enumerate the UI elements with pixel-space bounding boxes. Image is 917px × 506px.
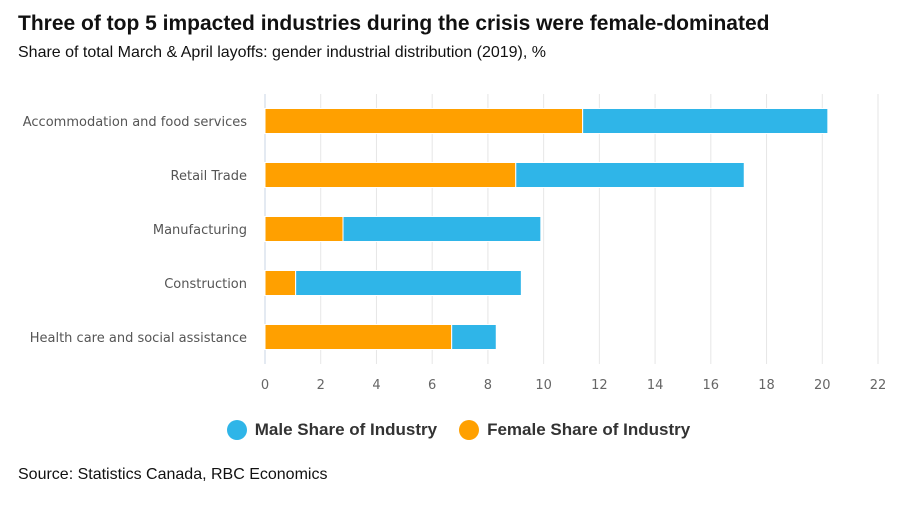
x-tick-label: 18 <box>758 378 775 393</box>
category-label: Manufacturing <box>153 223 247 238</box>
chart-title: Three of top 5 impacted industries durin… <box>18 12 770 35</box>
x-tick-label: 14 <box>647 378 664 393</box>
bar-male-2[interactable] <box>342 216 542 242</box>
legend-label-female: Female Share of Industry <box>487 420 691 439</box>
category-label: Construction <box>164 277 247 292</box>
bar-female-2[interactable] <box>264 216 344 242</box>
x-tick-label: 16 <box>703 378 720 393</box>
x-tick-label: 20 <box>814 378 831 393</box>
bar-male-3[interactable] <box>295 270 522 296</box>
legend-swatch-male <box>226 420 247 440</box>
legend: Male Share of Industry Female Share of I… <box>0 420 917 440</box>
bar-female-0[interactable] <box>264 108 584 134</box>
legend-item-female[interactable]: Female Share of Industry <box>459 420 690 440</box>
x-tick-label: 0 <box>261 378 269 393</box>
category-label: Retail Trade <box>171 169 247 184</box>
x-tick-label: 6 <box>428 378 436 393</box>
chart-subtitle: Share of total March & April layoffs: ge… <box>18 44 546 61</box>
x-tick-label: 22 <box>870 378 887 393</box>
x-tick-label: 2 <box>317 378 325 393</box>
x-tick-label: 10 <box>535 378 552 393</box>
category-label: Health care and social assistance <box>30 331 247 346</box>
legend-label-male: Male Share of Industry <box>254 420 438 439</box>
x-tick-label: 12 <box>591 378 608 393</box>
bar-female-1[interactable] <box>264 162 517 188</box>
legend-swatch-female <box>459 420 480 440</box>
source-note: Source: Statistics Canada, RBC Economics <box>18 466 328 483</box>
bar-male-1[interactable] <box>515 162 745 188</box>
legend-item-male[interactable]: Male Share of Industry <box>226 420 438 440</box>
category-label: Accommodation and food services <box>23 115 247 130</box>
x-tick-label: 4 <box>372 378 380 393</box>
bar-female-3[interactable] <box>264 270 297 296</box>
bar-male-4[interactable] <box>451 324 497 350</box>
bar-female-4[interactable] <box>264 324 453 350</box>
bar-male-0[interactable] <box>582 108 829 134</box>
x-tick-label: 8 <box>484 378 492 393</box>
chart-area: 0 2 4 6 8 10 12 14 16 18 20 22 Accommodation and foo… <box>23 94 887 393</box>
